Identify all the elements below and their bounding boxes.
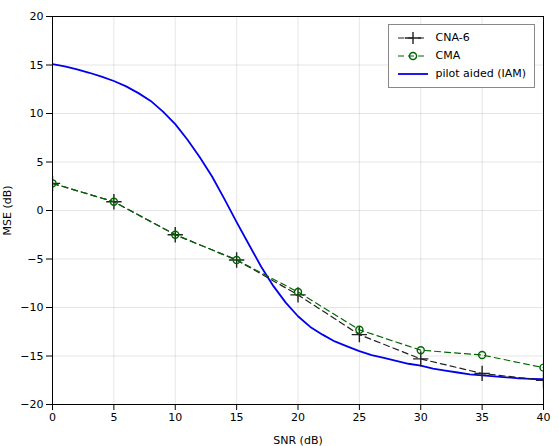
html-text:CMA: CMA <box>435 49 461 62</box>
html-text:CNA-6: CNA-6 <box>435 31 470 44</box>
svg-text:−10: −10 <box>20 301 43 314</box>
html-text:pilot aided (IAM): pilot aided (IAM) <box>435 67 526 80</box>
svg-text:40: 40 <box>537 411 551 424</box>
svg-text:20: 20 <box>30 10 44 23</box>
svg-text:−5: −5 <box>27 253 43 266</box>
svg-text:−20: −20 <box>20 398 43 411</box>
svg-text:15: 15 <box>30 59 44 72</box>
svg-text:35: 35 <box>475 411 489 424</box>
svg-text:−15: −15 <box>20 350 43 363</box>
svg-text:20: 20 <box>291 411 305 424</box>
svg-text:15: 15 <box>230 411 244 424</box>
svg-text:5: 5 <box>37 156 44 169</box>
svg-text:SNR (dB): SNR (dB) <box>273 434 322 446</box>
svg-text:25: 25 <box>352 411 366 424</box>
svg-text:10: 10 <box>30 107 44 120</box>
svg-text:30: 30 <box>414 411 428 424</box>
svg-text:5: 5 <box>110 411 117 424</box>
svg-text:MSE (dB): MSE (dB) <box>1 185 14 235</box>
svg-text:0: 0 <box>37 204 44 217</box>
svg-text:0: 0 <box>49 411 56 424</box>
svg-text:10: 10 <box>168 411 182 424</box>
